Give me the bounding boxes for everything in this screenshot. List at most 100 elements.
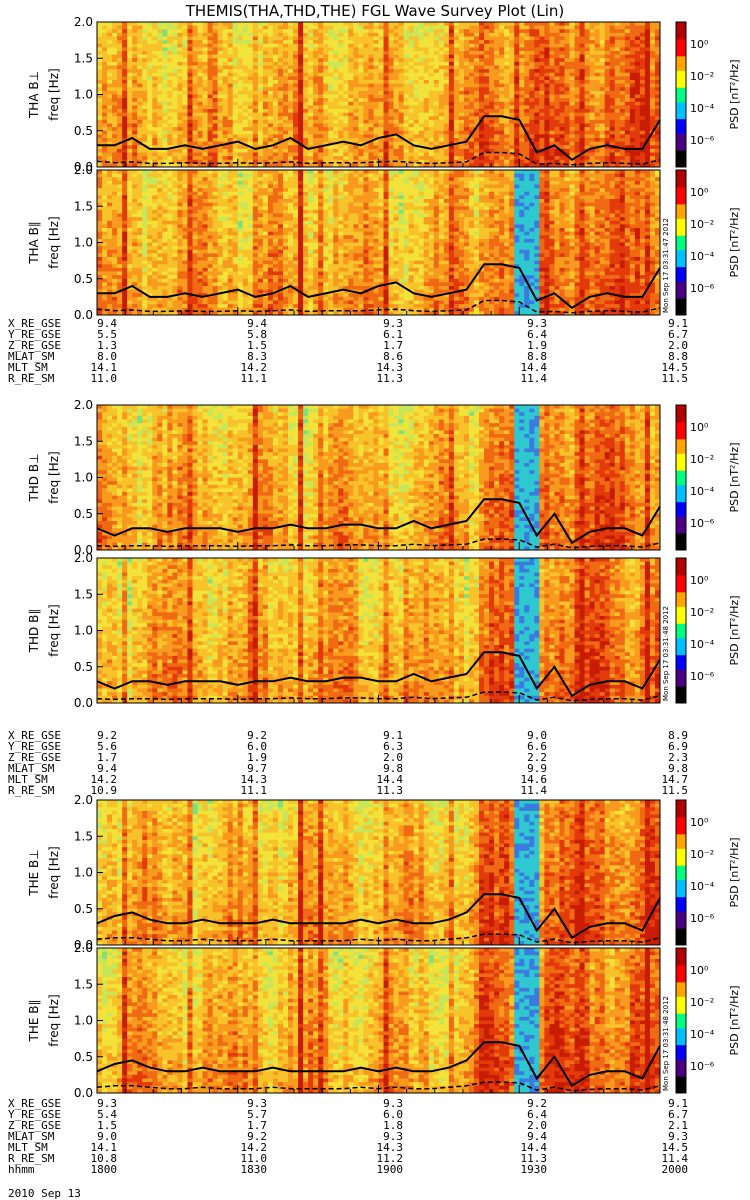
panel-ylabel: THE B⊥ xyxy=(27,849,41,896)
ephemeris-value: 1.9 xyxy=(227,752,267,763)
ephemeris-row: hhmm 1800 1830 1900 1930 2000 xyxy=(0,1164,750,1175)
y-tick-label: 1.0 xyxy=(74,624,93,638)
ephemeris-row: MLT_SM 14.1 14.2 14.3 14.4 14.5 xyxy=(0,1142,750,1153)
spectrogram-panel: 0.0 0.5 1.0 1.5 2.0 10⁰ 10⁻² 10⁻⁴ 10⁻⁶ PSD [nT²/H… xyxy=(0,398,750,557)
ephemeris-value: 14.4 xyxy=(507,362,548,373)
ephemeris-value: 6.6 xyxy=(507,741,547,752)
ephemeris-value: 14.3 xyxy=(363,362,404,373)
colorbar-tick-label: 10⁰ xyxy=(690,574,709,587)
ephemeris-row: Y_RE_GSE 5.5 5.8 6.1 6.4 6.7 xyxy=(0,329,750,340)
ephemeris-value: 8.0 xyxy=(77,351,117,362)
colorbar xyxy=(675,404,687,551)
y-tick-label: 0.5 xyxy=(74,124,93,138)
ephemeris-value: 9.2 xyxy=(227,1131,267,1142)
ephemeris-value: 1.8 xyxy=(363,1120,403,1131)
ephemeris-value: 9.3 xyxy=(363,1131,403,1142)
y-tick-label: 0.5 xyxy=(74,507,93,521)
ephemeris-value: 1.3 xyxy=(77,340,117,351)
y-tick-label: 1.0 xyxy=(74,866,93,880)
timestamp-stamp: Mon Sep 17 03:31:48 2012 xyxy=(662,606,670,701)
ephemeris-value: 9.7 xyxy=(227,763,267,774)
colorbar xyxy=(675,799,687,946)
solid-series-line xyxy=(97,263,661,310)
spectrogram-cells xyxy=(97,170,661,316)
ephemeris-label: hhmm xyxy=(8,1164,35,1175)
ephemeris-value: 5.6 xyxy=(77,741,117,752)
spectrogram-svg: 0.0 0.5 1.0 1.5 2.0 10⁰ 10⁻² 10⁻⁴ 10⁻⁶ PSD [nT²/H… xyxy=(27,941,741,1100)
colorbar-label: PSD [nT²/Hz] xyxy=(728,207,741,277)
ephemeris-label: Z_RE_GSE xyxy=(8,752,61,763)
ephemeris-label: R_RE_SM xyxy=(8,785,54,796)
y-tick-label: 0.0 xyxy=(74,160,93,174)
colorbar-tick-label: 10⁻² xyxy=(690,218,714,231)
panel-ylabel: THD B∥ xyxy=(27,609,41,654)
ephemeris-value: 6.7 xyxy=(648,1109,688,1120)
ephemeris-value: 14.1 xyxy=(77,362,118,373)
ephemeris-value: 6.9 xyxy=(648,741,688,752)
ephemeris-value: 1.7 xyxy=(363,340,403,351)
y-tick-label: 0.5 xyxy=(74,902,93,916)
ephemeris-value: 9.1 xyxy=(648,1098,688,1109)
y-tick-label: 0.5 xyxy=(74,660,93,674)
spectrogram-panel: 0.0 0.5 1.0 1.5 2.0 10⁰ 10⁻² 10⁻⁴ 10⁻⁶ PSD [nT²/H… xyxy=(0,793,750,952)
panel-ylabel: THE B∥ xyxy=(27,1000,41,1043)
y-tick-label: 2.0 xyxy=(74,398,93,412)
ephemeris-row: R_RE_SM 11.0 11.1 11.3 11.4 11.5 xyxy=(0,373,750,384)
ephemeris-label: X_RE_GSE xyxy=(8,318,61,329)
colorbar-tick-label: 10⁻⁶ xyxy=(690,517,715,530)
ephemeris-value: 1800 xyxy=(77,1164,118,1175)
colorbar-label: PSD [nT²/Hz] xyxy=(728,595,741,665)
spectrogram-svg: 0.0 0.5 1.0 1.5 2.0 10⁰ 10⁻² 10⁻⁴ 10⁻⁶ PSD [nT²/H… xyxy=(27,163,741,322)
solid-series-line xyxy=(96,651,661,698)
ephemeris-value: 1.7 xyxy=(77,752,117,763)
timestamp-stamp: Mon Sep 17 03:31:48 2012 xyxy=(662,996,670,1091)
ephemeris-value: 8.8 xyxy=(648,351,688,362)
ephemeris-value: 11.0 xyxy=(227,1153,268,1164)
colorbar-tick-label: 10⁻⁴ xyxy=(690,880,715,893)
panel-ylabel: THD B⊥ xyxy=(27,453,41,502)
ephemeris-value: 9.0 xyxy=(77,1131,117,1142)
page-title: THEMIS(THA,THD,THE) FGL Wave Survey Plot… xyxy=(0,0,750,22)
ephemeris-value: 11.1 xyxy=(227,785,268,796)
ephemeris-value: 14.2 xyxy=(227,1142,268,1153)
ephemeris-value: 5.5 xyxy=(77,329,117,340)
y-tick-label: 2.0 xyxy=(74,15,93,29)
colorbar-label: PSD [nT²/Hz] xyxy=(728,442,741,512)
ephemeris-value: 6.1 xyxy=(363,329,403,340)
ephemeris-value: 11.4 xyxy=(507,373,548,384)
colorbar xyxy=(675,557,687,704)
ephemeris-value: 10.9 xyxy=(77,785,118,796)
y-tick-label: 1.0 xyxy=(74,88,93,102)
ephemeris-label: Z_RE_GSE xyxy=(8,1120,61,1131)
ephemeris-row: Z_RE_GSE 1.7 1.9 2.0 2.2 2.3 xyxy=(0,752,750,763)
y-tick-label: 1.5 xyxy=(74,51,93,65)
ephemeris-value: 14.7 xyxy=(648,774,689,785)
ephemeris-value: 9.1 xyxy=(363,730,403,741)
colorbar-tick-label: 10⁻⁴ xyxy=(690,485,715,498)
colorbar-tick-label: 10⁻⁶ xyxy=(690,1060,715,1073)
y-tick-label: 1.0 xyxy=(74,1014,93,1028)
ephemeris-value: 9.4 xyxy=(507,1131,547,1142)
ephemeris-row: MLT_SM 14.2 14.3 14.4 14.6 14.7 xyxy=(0,774,750,785)
y-tick-label: 2.0 xyxy=(74,551,93,565)
ephemeris-value: 14.6 xyxy=(507,774,548,785)
ephemeris-label: Y_RE_GSE xyxy=(8,1109,61,1120)
ephemeris-value: 11.4 xyxy=(648,1153,689,1164)
ephemeris-row: X_RE_GSE 9.2 9.2 9.1 9.0 8.9 xyxy=(0,730,750,741)
ephemeris-value: 2.0 xyxy=(507,1120,547,1131)
ephemeris-value: 14.4 xyxy=(363,774,404,785)
ephemeris-value: 9.1 xyxy=(648,318,688,329)
colorbar-tick-label: 10⁻⁴ xyxy=(690,638,715,651)
ephemeris-value: 9.0 xyxy=(507,730,547,741)
ephemeris-value: 14.5 xyxy=(648,362,689,373)
ephemeris-value: 11.1 xyxy=(227,373,268,384)
ephemeris-label: Y_RE_GSE xyxy=(8,741,61,752)
ephemeris-row: R_RE_SM 10.9 11.1 11.3 11.4 11.5 xyxy=(0,785,750,796)
ephemeris-value: 14.3 xyxy=(363,1142,404,1153)
y-tick-label: 0.0 xyxy=(74,543,93,557)
solid-series-line xyxy=(96,498,661,545)
y-tick-label: 1.5 xyxy=(74,829,93,843)
ephemeris-label: MLT_SM xyxy=(8,1142,48,1153)
colorbar-tick-label: 10⁻⁴ xyxy=(690,1028,715,1041)
ephemeris-value: 6.4 xyxy=(507,1109,547,1120)
